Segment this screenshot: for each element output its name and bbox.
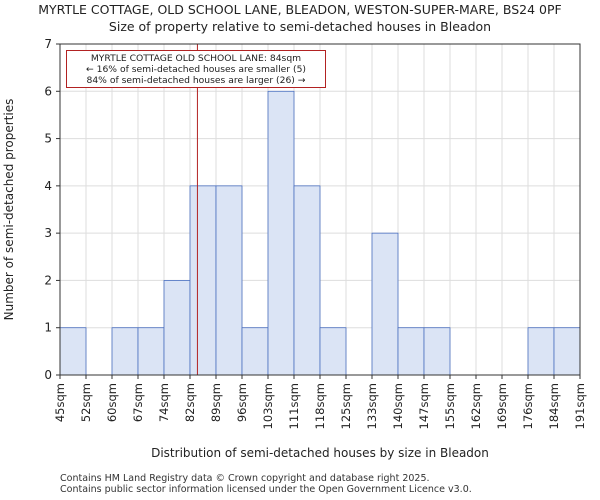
- y-tick-label: 5: [44, 132, 52, 146]
- x-tick-label: 133sqm: [365, 383, 379, 429]
- x-tick-label: 169sqm: [495, 383, 509, 429]
- histogram-bar: [241, 327, 269, 376]
- annotation-line-smaller: ← 16% of semi-detached houses are smalle…: [85, 64, 306, 75]
- x-tick-label: 118sqm: [313, 383, 327, 429]
- x-tick-label: 147sqm: [417, 383, 431, 429]
- histogram-bar: [111, 327, 139, 376]
- histogram-bar: [163, 280, 191, 376]
- histogram-bar: [397, 327, 425, 376]
- y-tick-label: 6: [44, 84, 52, 98]
- x-tick-label: 111sqm: [287, 383, 301, 429]
- histogram-bar: [553, 327, 581, 376]
- histogram-bar: [59, 327, 87, 376]
- y-tick-label: 4: [44, 179, 52, 193]
- histogram-bar: [189, 185, 217, 376]
- x-tick-label: 89sqm: [209, 383, 223, 422]
- annotation-line-larger: 84% of semi-detached houses are larger (…: [86, 75, 306, 86]
- x-tick-label: 140sqm: [391, 383, 405, 429]
- footer-copyright: Contains HM Land Registry data © Crown c…: [60, 473, 430, 484]
- x-tick-label: 52sqm: [79, 383, 93, 422]
- y-tick-label: 0: [44, 368, 52, 382]
- x-tick-label: 176sqm: [521, 383, 535, 429]
- histogram-bar: [215, 185, 243, 376]
- x-tick-label: 155sqm: [443, 383, 457, 429]
- histogram-bar: [137, 327, 165, 376]
- marker-annotation-box: MYRTLE COTTAGE OLD SCHOOL LANE: 84sqm ← …: [66, 50, 326, 88]
- x-axis-label: Distribution of semi-detached houses by …: [151, 446, 489, 460]
- x-tick-label: 96sqm: [235, 383, 249, 422]
- x-tick-label: 45sqm: [53, 383, 67, 422]
- histogram-bar: [267, 90, 295, 376]
- y-tick-label: 3: [44, 226, 52, 240]
- y-tick-label: 7: [44, 37, 52, 51]
- chart-subtitle: Size of property relative to semi-detach…: [108, 19, 492, 34]
- x-tick-label: 67sqm: [131, 383, 145, 422]
- footer-licence: Contains public sector information licen…: [60, 484, 472, 495]
- histogram-bar: [293, 185, 321, 376]
- x-tick-label: 125sqm: [339, 383, 353, 429]
- histogram-bar: [527, 327, 555, 376]
- x-tick-label: 60sqm: [105, 383, 119, 422]
- histogram-bar: [319, 327, 347, 376]
- x-tick-label: 162sqm: [469, 383, 483, 429]
- chart-title: MYRTLE COTTAGE, OLD SCHOOL LANE, BLEADON…: [38, 2, 562, 17]
- x-tick-label: 191sqm: [573, 383, 587, 429]
- x-tick-label: 103sqm: [261, 383, 275, 429]
- x-tick-label: 184sqm: [547, 383, 561, 429]
- y-axis-label: Number of semi-detached properties: [2, 99, 16, 321]
- histogram-bar: [423, 327, 451, 376]
- y-tick-label: 1: [44, 321, 52, 335]
- x-tick-label: 82sqm: [183, 383, 197, 422]
- y-tick-label: 2: [44, 273, 52, 287]
- histogram-bar: [371, 232, 399, 376]
- annotation-line-property: MYRTLE COTTAGE OLD SCHOOL LANE: 84sqm: [90, 53, 302, 64]
- x-tick-label: 74sqm: [157, 383, 171, 422]
